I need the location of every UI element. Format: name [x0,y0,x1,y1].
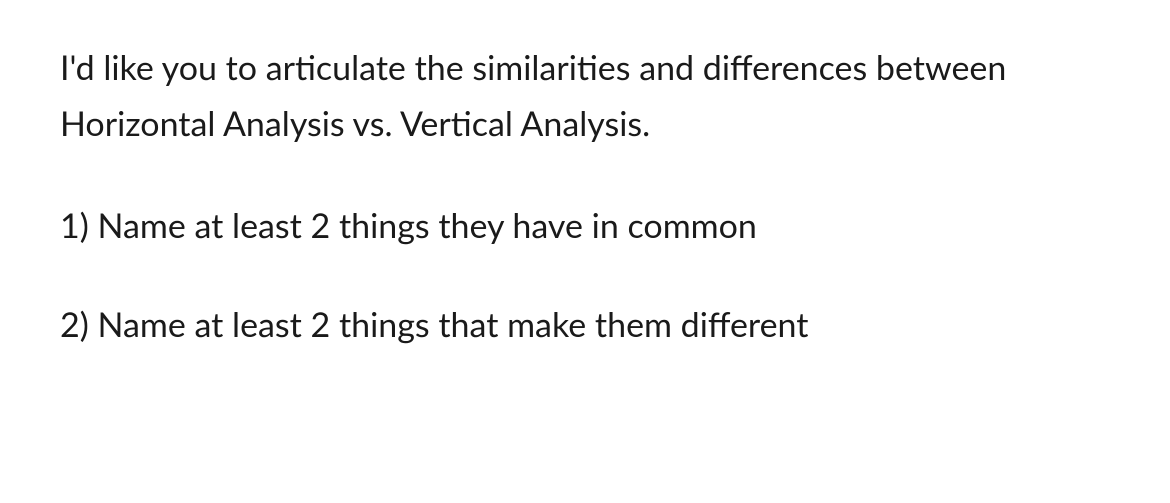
question-1: 1) Name at least 2 things they have in c… [60,200,1110,251]
intro-paragraph: I'd like you to articulate the similarit… [60,40,1110,152]
question-2: 2) Name at least 2 things that make them… [60,299,1110,350]
